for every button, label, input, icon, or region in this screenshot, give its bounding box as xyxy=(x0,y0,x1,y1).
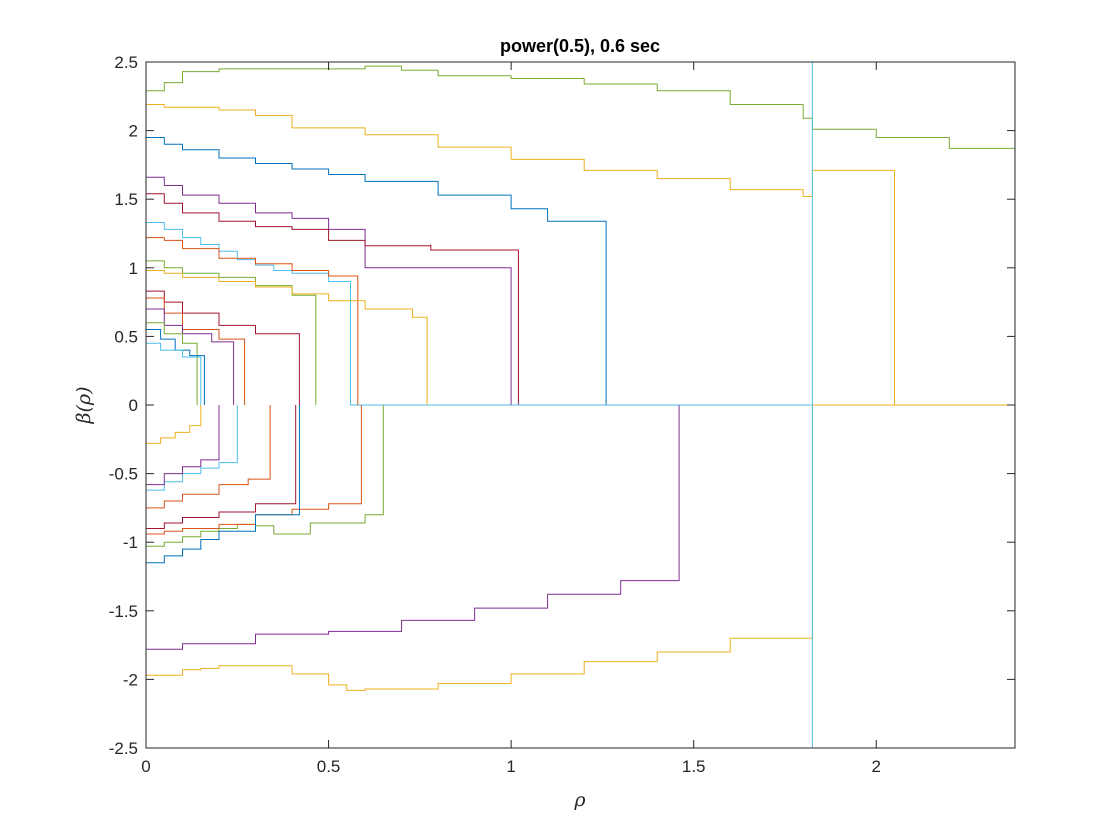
y-tick-label: 1.5 xyxy=(114,190,138,209)
series-line-8 xyxy=(146,260,317,405)
series-line-5 xyxy=(146,193,519,406)
series-line-19 xyxy=(146,405,300,564)
series-layer xyxy=(145,65,1016,691)
series-line-12 xyxy=(146,308,235,405)
y-axis-label: β(ρ) xyxy=(73,387,95,425)
y-tick-label: -0.5 xyxy=(109,465,138,484)
x-tick-label: 2 xyxy=(872,757,881,776)
y-tick-label: -1 xyxy=(123,533,138,552)
y-tick-label: 0 xyxy=(129,396,138,415)
series-line-11 xyxy=(146,297,246,405)
y-tick-label: -2.5 xyxy=(109,739,138,758)
series-line-22 xyxy=(146,405,220,486)
series-line-7 xyxy=(146,237,359,405)
x-axis-label: ρ xyxy=(573,789,586,811)
series-line-1 xyxy=(146,65,1016,405)
series-line-20 xyxy=(146,405,271,509)
x-axis: 0 0.5 1 1.5 2 xyxy=(141,62,881,776)
x-tick-label: 1.5 xyxy=(682,757,706,776)
series-line-15 xyxy=(146,342,202,405)
x-tick-label: 0 xyxy=(141,757,150,776)
y-tick-label: 0.5 xyxy=(114,327,138,346)
y-axis: -2.5 -2 -1.5 -1 -0.5 0 0.5 1 1.5 2 2.5 xyxy=(109,53,1015,758)
series-line-24 xyxy=(146,404,1015,691)
series-line-18 xyxy=(146,405,297,529)
y-tick-label: 1 xyxy=(129,259,138,278)
y-tick-label: -2 xyxy=(123,670,138,689)
y-tick-label: -1.5 xyxy=(109,602,138,621)
y-tick-label: 2.5 xyxy=(114,53,138,72)
chart-title: power(0.5), 0.6 sec xyxy=(500,36,660,56)
series-line-9 xyxy=(146,270,428,405)
x-tick-label: 1 xyxy=(506,757,515,776)
x-tick-label: 0.5 xyxy=(317,757,341,776)
series-line-3 xyxy=(146,137,1015,406)
series-line-23 xyxy=(146,405,202,444)
series-line-13 xyxy=(146,322,198,405)
y-tick-label: 2 xyxy=(129,122,138,141)
